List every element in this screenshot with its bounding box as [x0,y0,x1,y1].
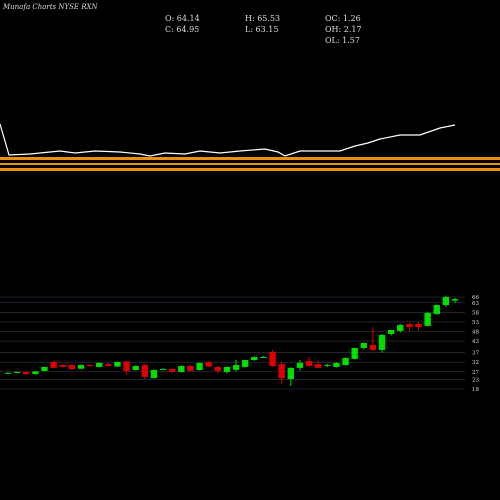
y-tick-label: 27 [472,370,479,376]
candle-body [105,364,112,366]
band [0,163,500,165]
ohlc-info: O: 64.14 [165,14,200,23]
y-tick-label: 63 [472,301,479,307]
candle-body [251,356,258,361]
candle-body [150,370,158,379]
candle-body [433,305,440,315]
candle-body [278,364,285,379]
y-tick-label: 43 [472,339,479,345]
candle-body [324,365,331,367]
ohlc-info: H: 65.53 [245,14,280,23]
ohlc-info: OC: 1.26 [325,14,361,23]
candle-body [23,371,30,375]
candle-body [397,324,404,331]
candle-body [406,324,413,328]
candle-body [214,366,222,371]
y-tick-label: 32 [472,360,479,366]
y-tick-label: 23 [472,377,479,383]
candle-body [59,365,66,367]
y-tick-label: 18 [472,387,479,393]
candle-body [4,372,12,374]
candle-body [241,360,249,367]
candle-body [114,361,121,367]
candle-body [223,366,231,372]
candle-body [205,361,212,367]
candle-body [132,366,139,371]
candle-body [387,329,395,334]
candle-body [442,297,450,306]
chart-title: Munafa Charts NYSE RXN [2,3,98,11]
candle-body [260,356,267,358]
candle-body [269,352,276,366]
candle-body [451,299,459,301]
ohlc-info: C: 64.95 [165,25,199,34]
ohlc-info: OH: 2.17 [325,25,362,34]
candle-body [13,371,21,373]
band [0,157,500,160]
candle-body [86,365,94,367]
candle-body [305,361,313,366]
y-tick-label: 58 [472,310,479,316]
y-tick-label: 53 [472,320,479,326]
candle-body [123,361,130,371]
candle-body [333,362,340,367]
candle-body [196,362,203,371]
candle-body [77,365,85,369]
candle-body [187,366,194,371]
band [0,168,500,171]
candle-body [360,343,367,348]
candle-body [314,364,322,368]
candle-body [287,367,294,380]
indicator-line [0,123,456,157]
candle-body [415,324,422,328]
candle-body [68,365,76,370]
candle-body [41,366,48,371]
candle-body [178,366,185,372]
candle-body [378,334,386,350]
y-tick-label: 66 [472,295,479,301]
y-tick-label: 48 [472,330,479,336]
candle-body [351,347,358,359]
candle-body [159,369,167,371]
y-tick-label: 37 [472,351,479,357]
candle-body [342,357,349,366]
candle-body [296,362,304,368]
candle-body [369,344,377,350]
candle-body [232,365,240,370]
candle-body [141,365,149,377]
candle-body [96,362,103,367]
candle-body [169,369,176,372]
candle-body [32,371,39,375]
candle-body [424,312,431,326]
candle-body [50,361,57,368]
ohlc-info: L: 63.15 [245,25,278,34]
ohlc-info: OL: 1.57 [325,36,360,45]
